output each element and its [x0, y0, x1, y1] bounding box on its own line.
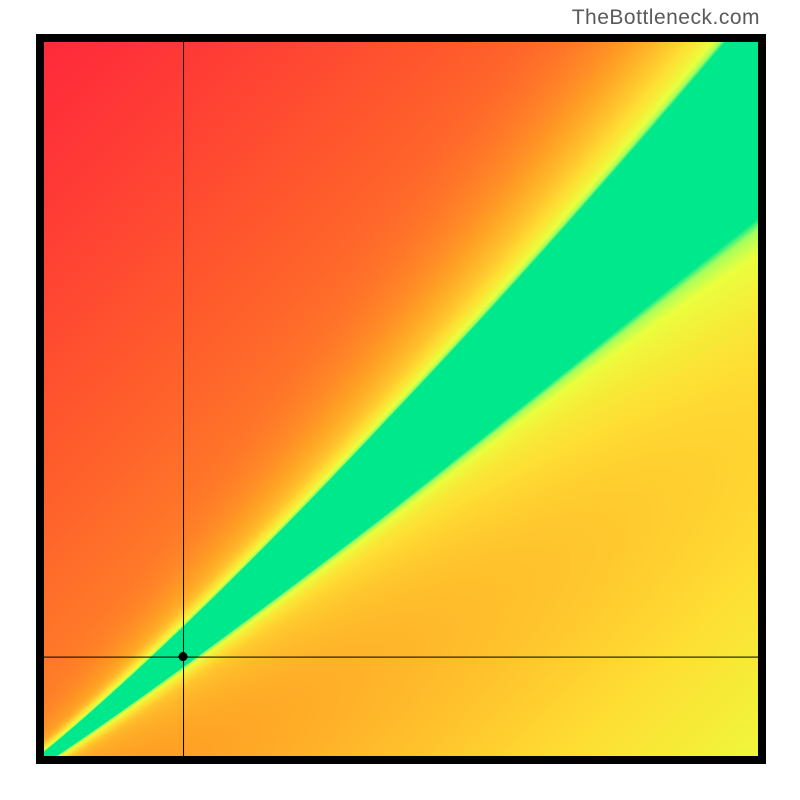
watermark-text: TheBottleneck.com	[572, 6, 760, 30]
heatmap-canvas	[36, 34, 766, 764]
heatmap-frame	[36, 34, 766, 764]
